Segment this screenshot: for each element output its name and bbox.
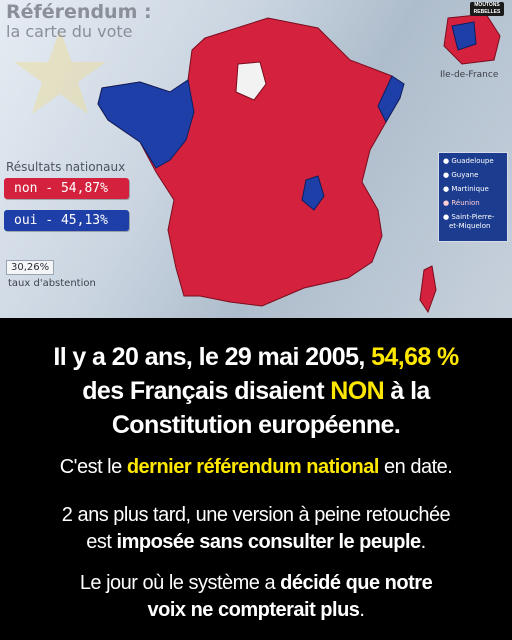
map-title: Référendum : la carte du vote [6,1,152,41]
headline-part: à la [390,377,430,405]
paris-region [235,61,267,101]
map-panel: Référendum : la carte du vote MOUTONS RE… [0,0,512,318]
para-text: en date. [384,456,453,478]
para-highlight: dernier référendum national [126,456,380,478]
paragraph-3: Le jour où le système a décidé que notre… [10,570,502,624]
paragraph-2: 2 ans plus tard, une version à peine ret… [10,502,502,556]
france-map [14,13,501,314]
non-result-pill: non - 54,87% [4,178,129,199]
para-bold: décidé que notre [280,572,433,594]
abstention-label: taux d'abstention [8,278,96,289]
paragraph-1: C'est le dernier référendum national en … [10,454,502,481]
overseas-item: ● Martinique [443,185,489,193]
corsica-region [419,265,437,314]
idf-inset-oui-region [451,21,477,51]
headline-part: Il y a 20 ans, le 29 mai 2005, [53,343,365,371]
oui-result-pill: oui - 45,13% [4,210,129,231]
para-text: Le jour où le système a [79,572,276,594]
map-title-line2: la carte du vote [6,21,133,41]
overseas-item: ● Guadeloupe [443,157,494,165]
para-text: . [420,531,427,553]
overseas-item: et-Miquelon [449,222,491,230]
para-text: est [86,531,112,553]
para-bold: imposée sans consulter le peuple [116,531,422,553]
rhone-oui-region [301,175,325,211]
para-text: 2 ans plus tard, une version à peine ret… [61,504,451,526]
overseas-legend: ● Guadeloupe ● Guyane ● Martinique ● Réu… [438,152,508,242]
results-header: Résultats nationaux [6,160,126,174]
alsace-oui-region [377,75,405,124]
mainland-non-region [97,17,401,307]
para-bold: voix ne compterait plus [147,599,360,621]
headline-percent: 54,68 % [371,343,459,371]
map-title-line1: Référendum : [6,1,152,23]
headline: Il y a 20 ans, le 29 mai 2005, 54,68 % d… [10,340,502,442]
overseas-item: ● Saint-Pierre- [443,213,495,221]
headline-non: NON [330,377,385,405]
overseas-item: ● Réunion [443,199,480,207]
brand-logo: MOUTONS REBELLES [470,2,504,16]
eu-star-shape [14,30,106,114]
para-text: . [359,599,365,621]
abstention-value: 30,26% [6,260,55,275]
para-text: C'est le [59,456,123,478]
caption-panel: Il y a 20 ans, le 29 mai 2005, 54,68 % d… [0,318,512,640]
brittany-oui-region [97,79,195,169]
inset-label: Ile-de-France [440,70,499,80]
overseas-item: ● Guyane [443,171,479,179]
headline-part: des Français disaient [82,377,324,405]
headline-part: Constitution européenne. [111,411,401,439]
